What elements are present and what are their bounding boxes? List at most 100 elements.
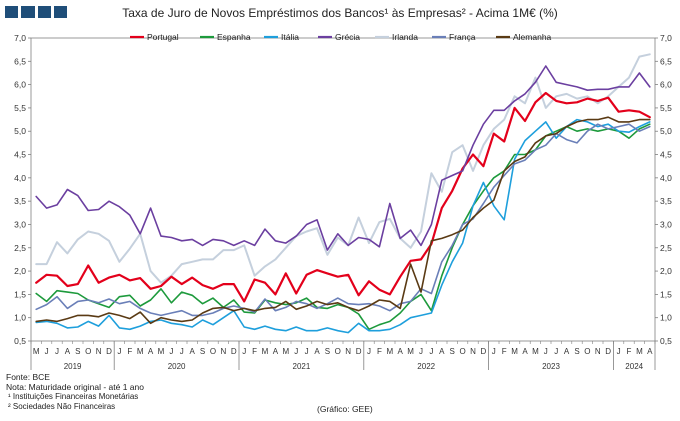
x-tick-label: O <box>85 347 91 356</box>
x-tick-label: F <box>377 347 382 356</box>
y-tick-label-right: 1,0 <box>660 313 672 323</box>
x-tick-label: M <box>33 347 40 356</box>
legend-label-italia: Itália <box>281 32 299 42</box>
year-label: 2020 <box>168 362 186 371</box>
y-tick-label-right: 2,5 <box>660 243 672 253</box>
x-tick-label: D <box>605 347 611 356</box>
y-tick-label-right: 6,0 <box>660 80 672 90</box>
x-tick-label: O <box>210 347 216 356</box>
x-tick-label: A <box>439 347 445 356</box>
footnote-2: ² Sociedades Não Financeiras <box>8 401 116 411</box>
y-tick-label-right: 4,5 <box>660 150 672 160</box>
x-tick-label: F <box>627 347 632 356</box>
series-line-italia <box>35 118 651 334</box>
x-tick-label: N <box>221 347 227 356</box>
y-tick-label-left: 5,0 <box>14 126 26 136</box>
legend-label-espanha: Espanha <box>217 32 251 42</box>
legend-label-grecia: Grécia <box>335 32 360 42</box>
footnote-1: ¹ Instituições Financeiras Monetárias <box>8 392 139 402</box>
y-tick-label-left: 1,0 <box>14 313 26 323</box>
axes: 7,0 7,0 6,5 6,5 6,0 6,0 5,5 5,5 5,0 5,0 4,5 4,5 4,0 4… <box>14 33 672 371</box>
x-tick-label: S <box>200 347 205 356</box>
x-tick-label: J <box>367 347 371 356</box>
y-tick-label-left: 2,0 <box>14 266 26 276</box>
y-tick-label-right: 6,5 <box>660 56 672 66</box>
footnotes: Fonte: BCE Nota: Maturidade original - a… <box>6 372 144 411</box>
x-tick-label: A <box>148 347 154 356</box>
y-tick-label-left: 3,0 <box>14 219 26 229</box>
y-tick-label-right: 5,0 <box>660 126 672 136</box>
x-tick-label: D <box>481 347 487 356</box>
x-tick-label: S <box>574 347 579 356</box>
x-tick-label: N <box>96 347 102 356</box>
x-tick-label: A <box>522 347 528 356</box>
y-tick-label-right: 4,0 <box>660 173 672 183</box>
y-tick-label-left: 0,5 <box>14 336 26 346</box>
x-tick-label: A <box>564 347 570 356</box>
x-tick-label: A <box>273 347 279 356</box>
x-tick-label: J <box>55 347 59 356</box>
y-tick-label-left: 6,0 <box>14 80 26 90</box>
y-tick-label-left: 5,5 <box>14 103 26 113</box>
series-line-irlanda <box>35 53 651 284</box>
x-tick-label: M <box>636 347 643 356</box>
x-tick-label: J <box>117 347 121 356</box>
year-label: 2022 <box>417 362 435 371</box>
y-tick-label-right: 2,0 <box>660 266 672 276</box>
x-tick-label: J <box>617 347 621 356</box>
x-tick-label: O <box>335 347 341 356</box>
x-tick-label: F <box>252 347 257 356</box>
x-tick-label: D <box>231 347 237 356</box>
series-lines <box>35 53 651 334</box>
x-tick-label: J <box>492 347 496 356</box>
legend-label-irlanda: Irlanda <box>392 32 418 42</box>
x-tick-label: O <box>584 347 590 356</box>
x-tick-label: A <box>647 347 653 356</box>
x-tick-label: A <box>65 347 71 356</box>
x-tick-label: J <box>305 347 309 356</box>
series-line-espanha <box>35 123 651 331</box>
x-tick-label: F <box>127 347 132 356</box>
y-tick-label-right: 3,5 <box>660 196 672 206</box>
x-tick-label: J <box>45 347 49 356</box>
x-tick-label: J <box>419 347 423 356</box>
series-line-alemanha <box>35 116 651 325</box>
y-tick-label-right: 0,5 <box>660 336 672 346</box>
x-tick-label: M <box>262 347 269 356</box>
x-tick-label: N <box>470 347 476 356</box>
year-label: 2019 <box>64 362 82 371</box>
y-tick-label-right: 3,0 <box>660 219 672 229</box>
x-tick-label: J <box>169 347 173 356</box>
x-tick-label: M <box>158 347 165 356</box>
series-line-portugal <box>35 91 651 303</box>
y-tick-label-left: 1,5 <box>14 289 26 299</box>
year-label: 2023 <box>542 362 560 371</box>
x-tick-label: J <box>180 347 184 356</box>
logo-blocks <box>5 6 67 18</box>
x-tick-label: S <box>325 347 330 356</box>
x-tick-label: S <box>450 347 455 356</box>
chart-credit: (Gráfico: GEE) <box>317 404 373 414</box>
y-tick-label-left: 2,5 <box>14 243 26 253</box>
year-label: 2021 <box>293 362 311 371</box>
x-tick-label: J <box>242 347 246 356</box>
legend-label-portugal: Portugal <box>147 32 179 42</box>
source-note: Fonte: BCE <box>6 372 50 382</box>
series-line-grecia <box>35 65 651 251</box>
x-tick-label: A <box>314 347 320 356</box>
x-tick-label: M <box>407 347 414 356</box>
y-tick-label-left: 7,0 <box>14 33 26 43</box>
x-tick-label: J <box>429 347 433 356</box>
y-tick-label-left: 6,5 <box>14 56 26 66</box>
maturity-note: Nota: Maturidade original - até 1 ano <box>6 381 144 392</box>
x-tick-label: N <box>345 347 351 356</box>
x-tick-label: O <box>459 347 465 356</box>
y-tick-label-right: 5,5 <box>660 103 672 113</box>
legend-label-franca: França <box>449 32 476 42</box>
x-tick-label: M <box>386 347 393 356</box>
legend: Portugal Espanha Itália Grécia Irlanda França… <box>130 32 552 42</box>
y-tick-label-right: 7,0 <box>660 33 672 43</box>
x-tick-label: J <box>554 347 558 356</box>
x-tick-label: J <box>544 347 548 356</box>
